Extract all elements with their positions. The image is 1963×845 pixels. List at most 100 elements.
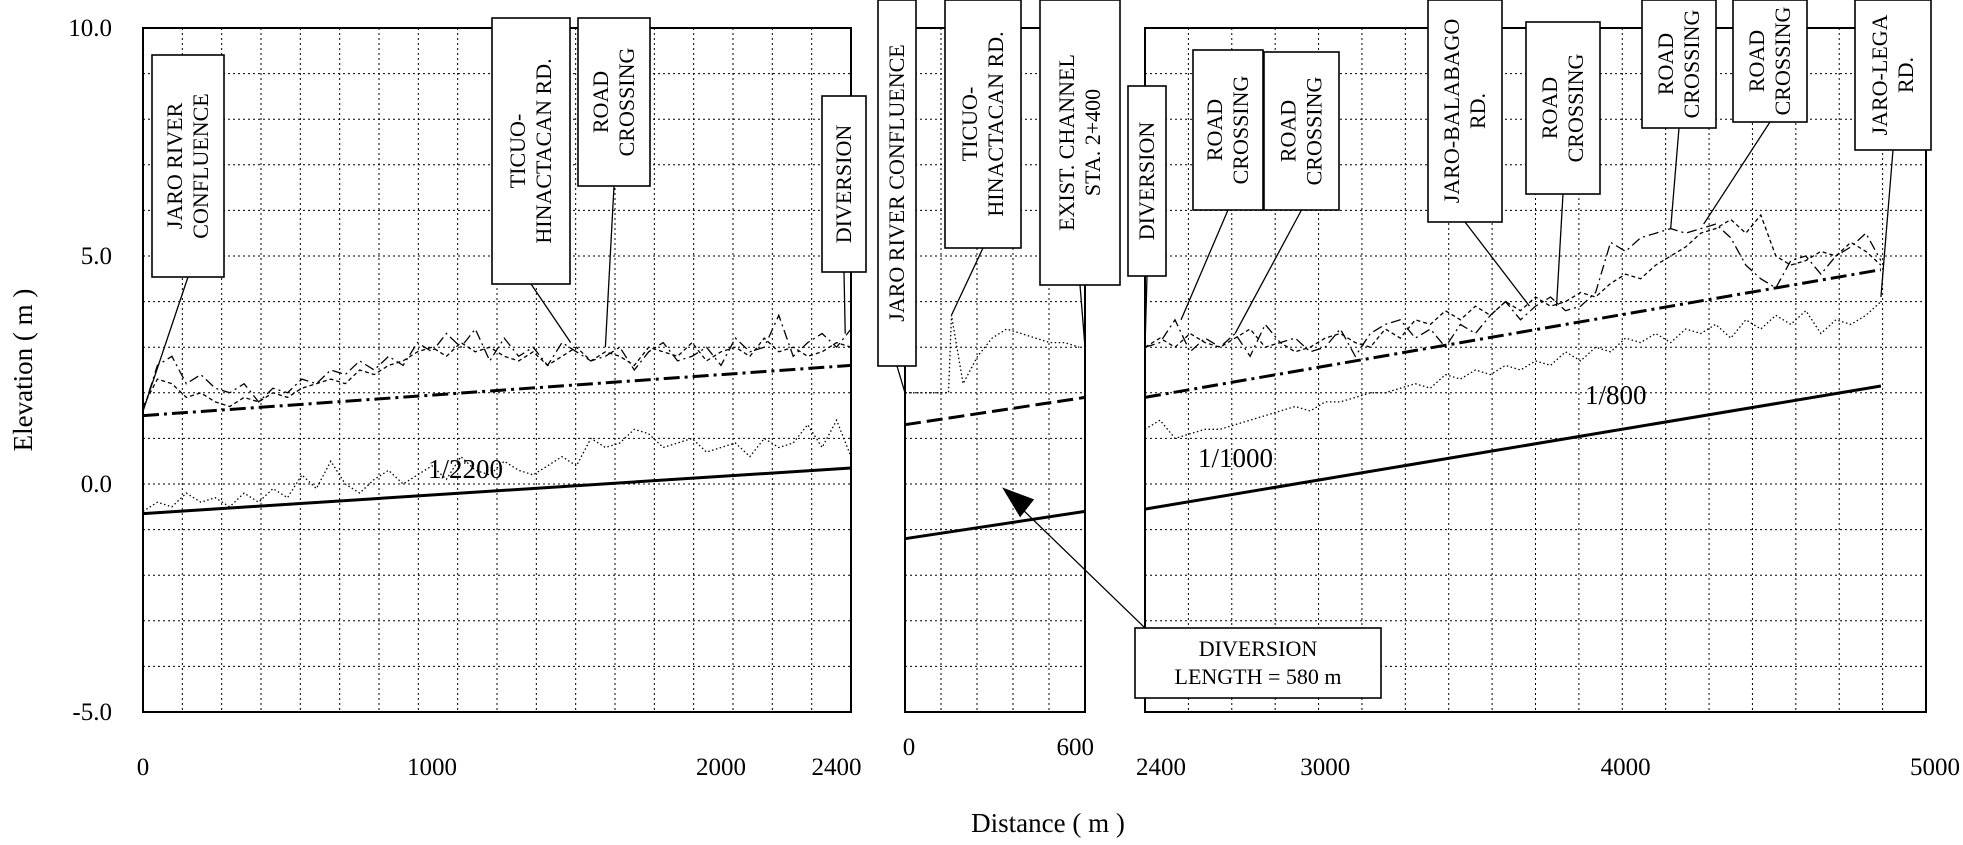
y-axis-title: Elevation ( m )	[8, 289, 38, 452]
series-right-bank-line	[142, 337, 852, 408]
callout-label: DIVERSION	[1199, 636, 1318, 661]
annotation-box	[1039, 0, 1121, 286]
x-tick-label: 0	[137, 754, 150, 781]
annotation-label-line: ROAD	[588, 71, 613, 133]
x-axis-title: Distance ( m )	[971, 808, 1125, 838]
annotation-label-line: CROSSING	[614, 47, 639, 156]
annotation-label: EXIST. CHANNELSTA. 2+400	[1054, 54, 1105, 231]
annotation-leader-line	[1703, 121, 1771, 225]
slope-label: 1/2200	[428, 454, 503, 484]
annotation-label-line: RD.	[1893, 57, 1918, 93]
annotation-label: JARO-LEGARD.	[1867, 14, 1918, 135]
x-tick-label: 5000	[1910, 754, 1960, 781]
annotation-box	[821, 95, 867, 273]
annotation-label: JARO-BALABAGORD.	[1439, 19, 1490, 204]
annotation-leader-line	[1464, 221, 1531, 307]
annotation-label: ROADCROSSING	[1276, 76, 1327, 185]
annotation-label-line: JARO-LEGA	[1867, 14, 1892, 135]
annotation-leader-line	[843, 271, 846, 334]
series-left-bank-line	[1144, 223, 1882, 358]
annotation-label-line: STA. 2+400	[1080, 89, 1105, 196]
y-tick-label: 5.0	[81, 243, 112, 270]
annotation-label-line: EXIST. CHANNEL	[1054, 54, 1079, 231]
annotation-label-line: CROSSING	[1302, 76, 1327, 185]
callout-arrowhead	[1002, 487, 1035, 518]
annotation-leader-line	[1555, 193, 1564, 307]
annotation-label-line: TICUO-	[957, 87, 982, 162]
annotation-label-line: HINACTACAN RD.	[983, 31, 1008, 216]
series-design-bed-line	[142, 466, 852, 516]
annotation-label: TICUO-HINACTACAN RD.	[505, 58, 556, 243]
series-bed-line	[142, 418, 852, 512]
annotation-box	[1192, 49, 1264, 211]
annotation-label-line: ROAD	[1653, 33, 1678, 95]
annotation-leader-line	[896, 365, 906, 393]
annotation-box	[1854, 0, 1932, 151]
series-design-bed-line	[904, 509, 1086, 541]
annotation-box	[577, 17, 651, 187]
annotation-label-line: CROSSING	[1228, 75, 1253, 184]
annotation-label-line: JARO-BALABAGO	[1439, 19, 1464, 204]
series-design-water-level-line	[904, 395, 1086, 427]
y-tick-label: 10.0	[68, 15, 112, 42]
annotation-label: ROADCROSSING	[1653, 9, 1704, 118]
callout-box	[1134, 627, 1382, 699]
annotation-box	[1641, 0, 1717, 129]
y-tick-label: 0.0	[81, 471, 112, 498]
annotation-leader-line	[142, 276, 189, 412]
slope-label: 1/1000	[1198, 443, 1273, 473]
annotation-label: DIVERSION	[1134, 122, 1159, 241]
x-tick-label: 2400	[1136, 754, 1186, 781]
annotation-label: ROADCROSSING	[588, 47, 639, 156]
series-design-water-level-line	[1144, 268, 1882, 399]
annotation-label-line: CROSSING	[1770, 6, 1795, 115]
annotation-label-line: DIVERSION	[1134, 122, 1159, 241]
annotation-label-line: ROAD	[1537, 77, 1562, 139]
annotation-label-line: ROAD	[1744, 30, 1769, 92]
annotation-box	[151, 54, 225, 278]
x-tick-label: 3000	[1300, 754, 1350, 781]
annotation-leader-line	[1079, 284, 1086, 348]
annotation-label: JARO RIVER CONFLUENCE	[884, 44, 909, 321]
annotation-box	[1263, 51, 1340, 211]
annotation-label: TICUO-HINACTACAN RD.	[957, 31, 1008, 216]
annotation-box	[1127, 85, 1167, 277]
annotation-label: ROADCROSSING	[1202, 75, 1253, 184]
annotation-leader-line	[530, 283, 572, 344]
callout-leader-line	[1011, 498, 1146, 629]
annotation-label-line: ROAD	[1276, 100, 1301, 162]
annotation-leader-line	[1234, 209, 1303, 334]
series-left-bank-line	[142, 313, 852, 412]
x-tick-label: 2400	[812, 754, 862, 781]
x-tick-label: 1000	[407, 754, 457, 781]
annotation-label-line: TICUO-	[505, 114, 530, 189]
annotation-leader-line	[604, 185, 615, 348]
slope-label: 1/800	[1585, 380, 1647, 410]
annotation-box	[1525, 21, 1601, 195]
annotation-label-line: DIVERSION	[831, 125, 856, 244]
series-design-bed-line	[1144, 384, 1882, 511]
annotation-label-line: RD.	[1465, 93, 1490, 129]
x-tick-label: 0	[903, 734, 916, 761]
annotation-box	[1427, 0, 1503, 223]
series-ground-line	[905, 315, 1080, 394]
annotation-leader-line	[950, 247, 984, 316]
annotation-label-line: CROSSING	[1679, 9, 1704, 118]
annotation-leader-line	[1670, 127, 1680, 229]
annotation-label-line: HINACTACAN RD.	[531, 58, 556, 243]
x-tick-label: 4000	[1601, 754, 1651, 781]
annotation-box	[944, 0, 1022, 249]
annotation-leader-line	[1880, 149, 1894, 298]
annotation-label-line: CROSSING	[1563, 53, 1588, 162]
annotation-leader-line	[1180, 209, 1229, 321]
annotation-label-line: ROAD	[1202, 99, 1227, 161]
x-tick-label: 2000	[696, 754, 746, 781]
series-design-water-level-line	[142, 363, 852, 418]
annotation-label: JARO RIVERCONFLUENCE	[162, 93, 213, 238]
annotation-label-line: JARO RIVER CONFLUENCE	[884, 44, 909, 321]
annotation-label-line: CONFLUENCE	[188, 93, 213, 238]
annotation-box	[877, 0, 917, 367]
series-bed-line	[1144, 301, 1882, 440]
